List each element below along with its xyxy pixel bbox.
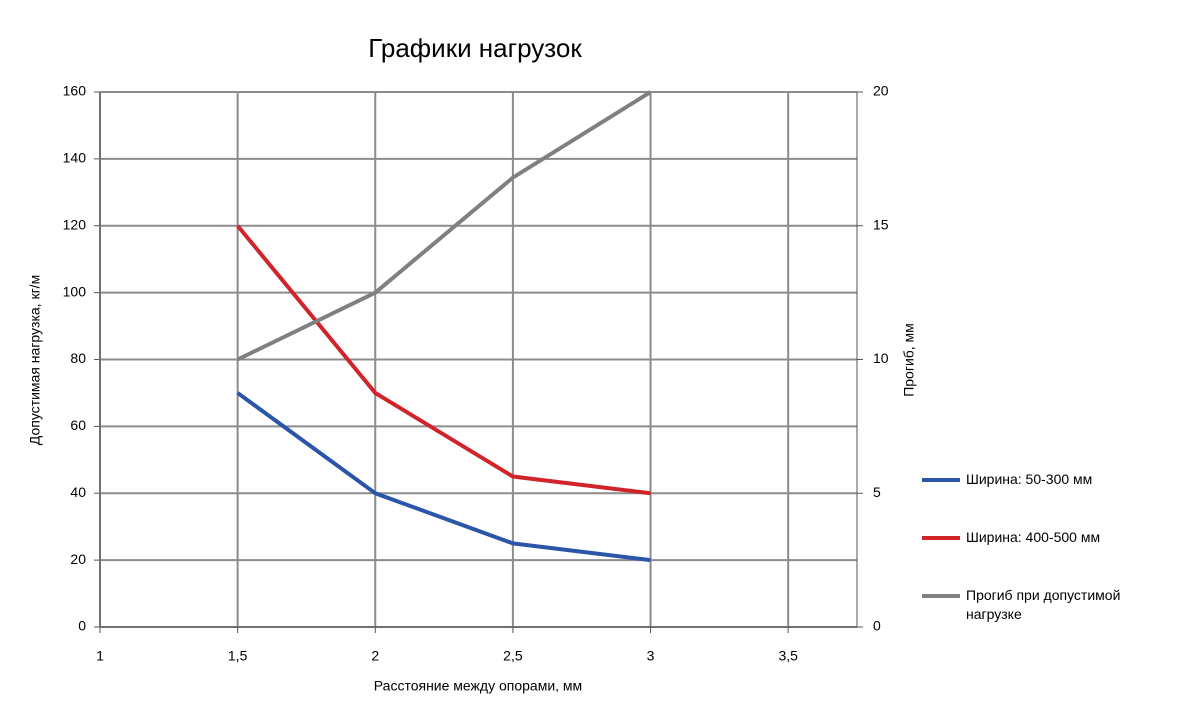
y2-tick-label: 5 <box>873 484 881 500</box>
x-tick-label: 1 <box>96 648 104 664</box>
y-tick-label: 100 <box>63 283 87 299</box>
x-tick-label: 2,5 <box>503 648 523 664</box>
x-tick-label: 3 <box>647 648 655 664</box>
chart-title: Графики нагрузок <box>368 33 582 63</box>
y-tick-label: 160 <box>63 83 87 99</box>
series-line <box>236 391 651 563</box>
y2-tick-label: 20 <box>873 83 889 99</box>
x-tick-label: 3,5 <box>778 648 798 664</box>
legend: Ширина: 50-300 мм Ширина: 400-500 мм Проги… <box>922 470 1152 644</box>
legend-label: Прогиб при допустимой нагрузке <box>966 587 1121 622</box>
y2-tick-label: 15 <box>873 216 889 232</box>
legend-swatch <box>922 536 960 540</box>
legend-item: Прогиб при допустимой нагрузке <box>922 586 1152 644</box>
legend-item: Ширина: 400-500 мм <box>922 528 1152 586</box>
y-tick-label: 120 <box>63 216 87 232</box>
legend-label: Ширина: 50-300 мм <box>966 471 1093 487</box>
series-line <box>236 224 651 496</box>
y-tick-label: 20 <box>70 551 86 567</box>
legend-swatch <box>922 594 960 598</box>
legend-label: Ширина: 400-500 мм <box>966 529 1101 545</box>
x-tick-label: 2 <box>371 648 379 664</box>
y2-axis-label: Прогиб, мм <box>901 323 917 397</box>
series-line <box>236 90 652 362</box>
y-tick-label: 140 <box>63 150 87 166</box>
y2-tick-label: 0 <box>873 618 881 634</box>
x-axis-label: Расстояние между опорами, мм <box>374 678 582 694</box>
y-tick-label: 80 <box>70 350 86 366</box>
y-tick-label: 60 <box>70 417 86 433</box>
x-tick-label: 1,5 <box>228 648 248 664</box>
legend-item: Ширина: 50-300 мм <box>922 470 1152 528</box>
y-axis-label: Допустимая нагрузка, кг/м <box>27 275 43 445</box>
y-tick-label: 0 <box>78 618 86 634</box>
y-tick-label: 40 <box>70 484 86 500</box>
legend-swatch <box>922 478 960 482</box>
y2-tick-label: 10 <box>873 350 889 366</box>
